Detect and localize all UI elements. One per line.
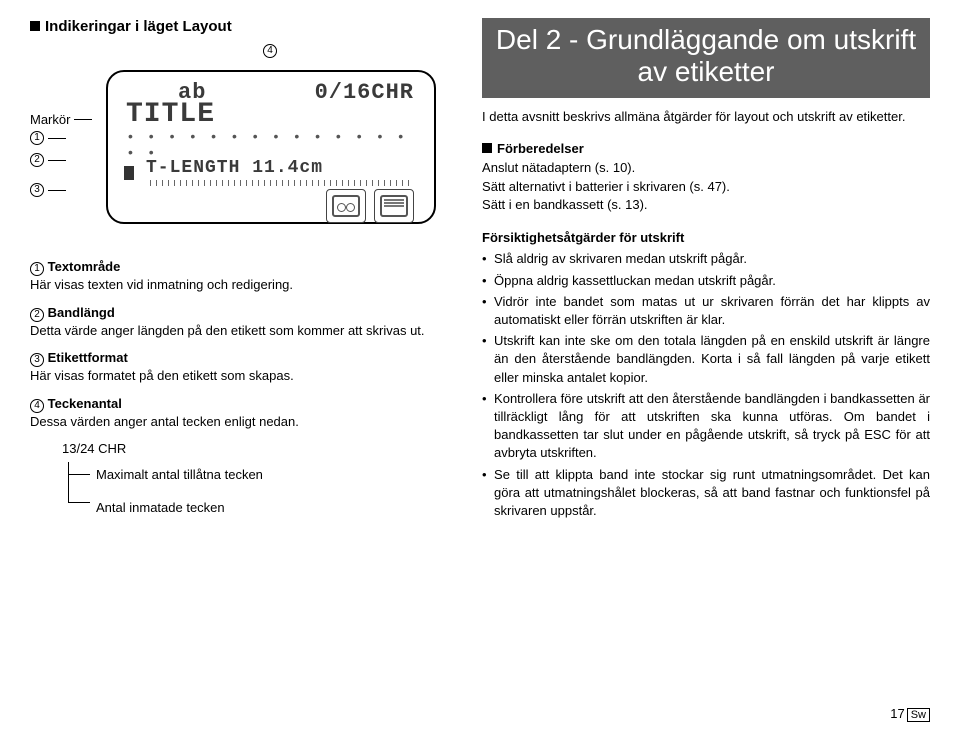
warn-item: Utskrift kan inte ske om den totala läng… xyxy=(482,332,930,387)
tree-line-1: Maximalt antal tillåtna tecken xyxy=(96,466,460,484)
lcd-screen: ab 0/16CHR TITLE • • • • • • • • • • • •… xyxy=(106,70,436,224)
def2-body: Detta värde anger längden på den etikett… xyxy=(30,323,425,338)
page-number: 17Sw xyxy=(890,706,930,721)
warn-heading: Försiktighetsåtgärder för utskrift xyxy=(482,229,930,247)
callout-4: 4 xyxy=(80,41,460,58)
prep-heading: Förberedelser xyxy=(497,141,584,156)
preparations: Förberedelser Anslut nätadaptern (s. 10)… xyxy=(482,140,930,215)
def1-title: Textområde xyxy=(48,259,121,274)
warn-item: Vidrör inte bandet som matas ut ur skriv… xyxy=(482,293,930,329)
def1-body: Här visas texten vid inmatning och redig… xyxy=(30,277,293,292)
section-title-box: Del 2 - Grundläggande om utskrift av eti… xyxy=(482,18,930,98)
side-callouts: Markör 1 2 3 xyxy=(30,70,92,219)
prep-line-3: Sätt i en bandkassett (s. 13). xyxy=(482,196,930,215)
left-column: Indikeringar i läget Layout 4 Markör 1 2… xyxy=(30,18,460,523)
callout-1: 1 xyxy=(30,131,44,145)
cursor-icon xyxy=(124,166,134,180)
def4-title: Teckenantal xyxy=(48,396,122,411)
section-subtitle: I detta avsnitt beskrivs allmäna åtgärde… xyxy=(482,108,930,126)
callout-3: 3 xyxy=(30,183,44,197)
def3-title: Etikettformat xyxy=(48,350,128,365)
chr-tree: Maximalt antal tillåtna tecken Antal inm… xyxy=(62,462,460,497)
lcd-dots: • • • • • • • • • • • • • • • • xyxy=(122,128,420,160)
warn-item: Slå aldrig av skrivaren medan utskrift p… xyxy=(482,250,930,268)
def3-body: Här visas formatet på den etikett som sk… xyxy=(30,368,294,383)
left-heading-text: Indikeringar i läget Layout xyxy=(45,18,232,35)
lang-badge: Sw xyxy=(907,708,930,722)
def4-body: Dessa värden anger antal tecken enligt n… xyxy=(30,414,299,429)
lcd-ruler-icon xyxy=(150,180,414,186)
definitions: 1 Textområde Här visas texten vid inmatn… xyxy=(30,258,460,497)
section-title: Del 2 - Grundläggande om utskrift av eti… xyxy=(492,24,920,88)
lcd-chr: 0/16CHR xyxy=(315,80,414,105)
square-bullet-icon xyxy=(482,143,492,153)
warn-item: Se till att klippta band inte stockar si… xyxy=(482,466,930,521)
lcd-length: T-LENGTH 11.4cm xyxy=(146,158,323,178)
warn-item: Kontrollera före utskrift att den återst… xyxy=(482,390,930,463)
square-bullet-icon xyxy=(30,21,40,31)
prep-line-1: Anslut nätadaptern (s. 10). xyxy=(482,159,930,178)
prep-line-2: Sätt alternativt i batterier i skrivaren… xyxy=(482,178,930,197)
warn-item: Öppna aldrig kassettluckan medan utskrif… xyxy=(482,272,930,290)
right-column: Del 2 - Grundläggande om utskrift av eti… xyxy=(482,18,930,523)
screen-icon xyxy=(374,189,414,223)
def2-title: Bandlängd xyxy=(48,305,115,320)
chr-example: 13/24 CHR xyxy=(62,440,460,458)
markor-label: Markör xyxy=(30,112,70,127)
warnings: Försiktighetsåtgärder för utskrift Slå a… xyxy=(482,229,930,520)
callout-2: 2 xyxy=(30,153,44,167)
cassette-icon xyxy=(326,189,366,223)
left-heading: Indikeringar i läget Layout xyxy=(30,18,460,35)
tree-line-2: Antal inmatade tecken xyxy=(96,499,460,517)
